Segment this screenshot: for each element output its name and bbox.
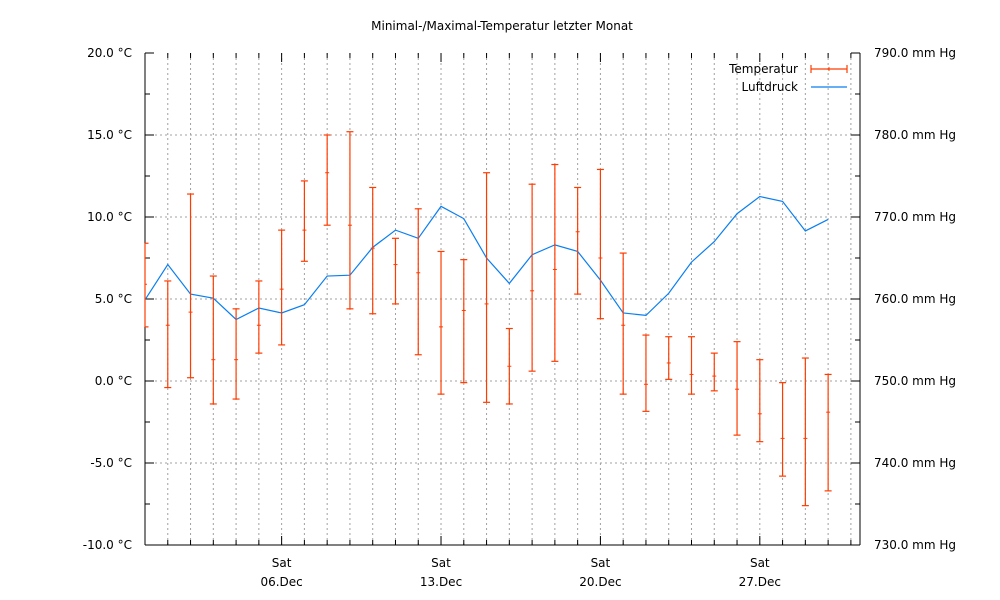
temperature-errorbar — [642, 334, 650, 412]
y-tick-label: 0.0 °C — [95, 374, 132, 388]
temperature-errorbar — [300, 180, 308, 262]
y2-tick-label: 780.0 mm Hg — [874, 128, 956, 142]
legend-label-temperatur: Temperatur — [728, 62, 798, 76]
temperature-errorbar — [414, 208, 422, 356]
y-tick-label: 5.0 °C — [95, 292, 132, 306]
x-tick-date-label: 06.Dec — [260, 575, 302, 589]
temperature-errorbar — [733, 341, 741, 436]
temperature-errorbar — [391, 237, 399, 305]
temperature-errorbar — [528, 183, 536, 372]
temperature-errorbar — [232, 308, 240, 400]
temperature-series — [144, 131, 832, 507]
temperature-errorbar — [779, 382, 787, 477]
y2-tick-label: 760.0 mm Hg — [874, 292, 956, 306]
y2-tick-label: 730.0 mm Hg — [874, 538, 956, 552]
y-tick-label: 20.0 °C — [87, 46, 132, 60]
temperature-errorbar — [460, 259, 468, 384]
x-tick-day-label: Sat — [750, 556, 770, 570]
x-tick-date-label: 13.Dec — [420, 575, 462, 589]
y2-tick-label: 750.0 mm Hg — [874, 374, 956, 388]
legend-temperatur-sample — [810, 65, 848, 73]
grid — [145, 53, 860, 545]
y2-tick-label: 770.0 mm Hg — [874, 210, 956, 224]
x-tick-day-label: Sat — [591, 556, 611, 570]
temperature-errorbar — [505, 327, 513, 405]
legend-label-luftdruck: Luftdruck — [741, 80, 798, 94]
temperature-errorbar — [574, 186, 582, 295]
temperature-errorbar — [164, 280, 172, 389]
legend: Temperatur Luftdruck — [728, 62, 848, 94]
y-tick-label: 10.0 °C — [87, 210, 132, 224]
temperature-errorbar — [596, 168, 604, 320]
temperature-errorbar — [801, 357, 809, 507]
y-tick-label: -10.0 °C — [83, 538, 132, 552]
temperature-errorbar — [323, 134, 331, 226]
x-tick-date-label: 27.Dec — [739, 575, 781, 589]
temperature-errorbar — [209, 275, 217, 405]
x-tick-day-label: Sat — [272, 556, 292, 570]
temperature-errorbar — [824, 373, 832, 492]
temperature-errorbar — [187, 193, 195, 379]
temperature-errorbar — [619, 252, 627, 395]
temperature-errorbar — [437, 250, 445, 395]
temperature-errorbar — [687, 336, 695, 395]
x-tick-day-label: Sat — [431, 556, 451, 570]
temperature-errorbar — [369, 186, 377, 315]
temperature-errorbar — [483, 172, 491, 403]
temperature-errorbar — [144, 242, 149, 328]
temperature-errorbar — [255, 280, 263, 354]
temperature-errorbar — [756, 359, 764, 443]
tick-labels: -10.0 °C -5.0 °C 0.0 °C 5.0 °C 10.0 °C 15.0 °… — [83, 46, 956, 589]
x-tick-date-label: 20.Dec — [579, 575, 621, 589]
temperature-errorbar — [710, 352, 718, 392]
y2-tick-label: 790.0 mm Hg — [874, 46, 956, 60]
y-tick-label: 15.0 °C — [87, 128, 132, 142]
temperature-errorbar — [665, 336, 673, 380]
chart-title: Minimal-/Maximal-Temperatur letzter Mona… — [371, 19, 633, 33]
axes — [144, 52, 861, 546]
temperature-errorbar — [346, 131, 354, 310]
temperature-errorbar — [278, 229, 286, 346]
y2-tick-label: 740.0 mm Hg — [874, 456, 956, 470]
temperature-errorbar — [551, 163, 559, 362]
y-tick-label: -5.0 °C — [90, 456, 132, 470]
